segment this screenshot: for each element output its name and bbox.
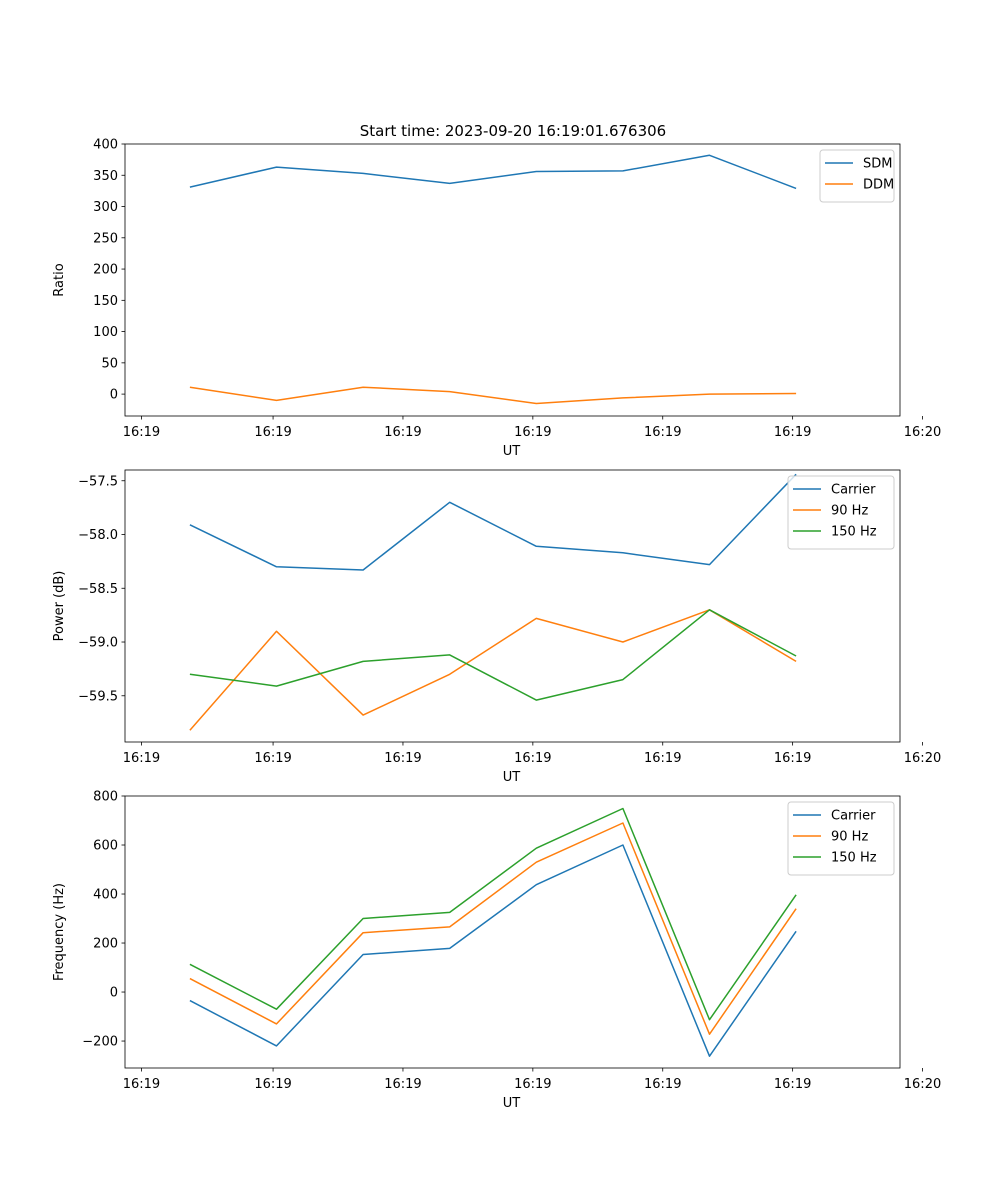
y-tick-label: −58.5 bbox=[78, 582, 118, 597]
x-tick-label: 16:19 bbox=[384, 1077, 421, 1092]
legend-label: 90 Hz bbox=[831, 830, 868, 845]
y-tick-label: 200 bbox=[93, 263, 118, 278]
y-tick-label: 100 bbox=[93, 325, 118, 340]
x-tick-label: 16:19 bbox=[123, 425, 160, 440]
x-axis-label: UT bbox=[503, 1096, 521, 1111]
axes-frame bbox=[124, 795, 901, 1069]
x-tick-label: 16:19 bbox=[123, 1077, 160, 1092]
y-tick-label: 150 bbox=[93, 294, 118, 309]
x-tick-label: 16:19 bbox=[254, 1077, 291, 1092]
y-axis-label: Ratio bbox=[52, 263, 67, 296]
legend-label: DDM bbox=[863, 178, 894, 193]
legend-label: 150 Hz bbox=[831, 525, 877, 540]
series-line-150-hz bbox=[189, 807, 797, 1021]
axes-frame bbox=[124, 469, 901, 743]
legend-label: 150 Hz bbox=[831, 851, 877, 866]
y-tick-label: 200 bbox=[93, 937, 118, 952]
x-tick-label: 16:20 bbox=[904, 1077, 941, 1092]
x-tick-label: 16:19 bbox=[123, 751, 160, 766]
series-line-carrier bbox=[189, 473, 797, 571]
x-tick-label: 16:19 bbox=[644, 425, 681, 440]
y-axis-label: Power (dB) bbox=[52, 571, 67, 642]
x-tick-label: 16:19 bbox=[254, 751, 291, 766]
y-tick-label: 0 bbox=[110, 388, 118, 403]
y-tick-label: 50 bbox=[101, 356, 118, 371]
legend: Carrier 90 Hz 150 Hz bbox=[787, 801, 895, 876]
y-tick-label: 600 bbox=[93, 839, 118, 854]
x-tick-label: 16:19 bbox=[384, 751, 421, 766]
y-tick-label: −59.0 bbox=[78, 636, 118, 651]
x-tick-label: 16:20 bbox=[904, 425, 941, 440]
figure-title: Start time: 2023-09-20 16:19:01.676306 bbox=[360, 122, 666, 140]
x-tick-label: 16:20 bbox=[904, 751, 941, 766]
series-line-sdm bbox=[189, 154, 797, 190]
legend-label: SDM bbox=[863, 157, 892, 172]
y-tick-label: 350 bbox=[93, 169, 118, 184]
series-line-150-hz bbox=[189, 609, 797, 701]
legend: SDM DDM bbox=[819, 149, 895, 203]
y-tick-label: −58.0 bbox=[78, 528, 118, 543]
y-tick-label: 400 bbox=[93, 888, 118, 903]
series-line-90-hz bbox=[189, 609, 797, 731]
legend-label: Carrier bbox=[831, 483, 876, 498]
y-tick-label: 800 bbox=[93, 790, 118, 805]
panel-power: 16:19 16:19 16:19 16:19 16:19 16:19 16:20 −59.5… bbox=[52, 469, 941, 785]
x-tick-label: 16:19 bbox=[774, 751, 811, 766]
series-line-carrier bbox=[189, 844, 797, 1057]
x-tick-label: 16:19 bbox=[774, 425, 811, 440]
x-tick-label: 16:19 bbox=[514, 751, 551, 766]
x-tick-label: 16:19 bbox=[644, 751, 681, 766]
panel-frequency: 16:19 16:19 16:19 16:19 16:19 16:19 16:20 −200 0… bbox=[52, 790, 941, 1112]
axes-frame bbox=[124, 143, 901, 417]
series-line-ddm bbox=[189, 386, 797, 405]
x-tick-label: 16:19 bbox=[254, 425, 291, 440]
x-axis-label: UT bbox=[503, 770, 521, 785]
y-tick-label: −200 bbox=[82, 1035, 118, 1050]
x-tick-label: 16:19 bbox=[514, 425, 551, 440]
x-tick-label: 16:19 bbox=[514, 1077, 551, 1092]
y-tick-label: 400 bbox=[93, 138, 118, 153]
y-tick-label: 0 bbox=[110, 986, 118, 1001]
x-tick-label: 16:19 bbox=[774, 1077, 811, 1092]
y-tick-label: 250 bbox=[93, 231, 118, 246]
y-axis-label: Frequency (Hz) bbox=[52, 883, 67, 981]
y-tick-label: 300 bbox=[93, 200, 118, 215]
x-tick-label: 16:19 bbox=[644, 1077, 681, 1092]
legend-label: 90 Hz bbox=[831, 504, 868, 519]
x-tick-label: 16:19 bbox=[384, 425, 421, 440]
x-axis-label: UT bbox=[503, 444, 521, 459]
legend: Carrier 90 Hz 150 Hz bbox=[787, 475, 895, 550]
panel-ratio: 16:19 16:19 16:19 16:19 16:19 16:19 16:20 0 50 10… bbox=[52, 138, 941, 460]
legend-label: Carrier bbox=[831, 809, 876, 824]
y-tick-label: −57.5 bbox=[78, 474, 118, 489]
y-tick-label: −59.5 bbox=[78, 689, 118, 704]
series-line-90-hz bbox=[189, 822, 797, 1035]
